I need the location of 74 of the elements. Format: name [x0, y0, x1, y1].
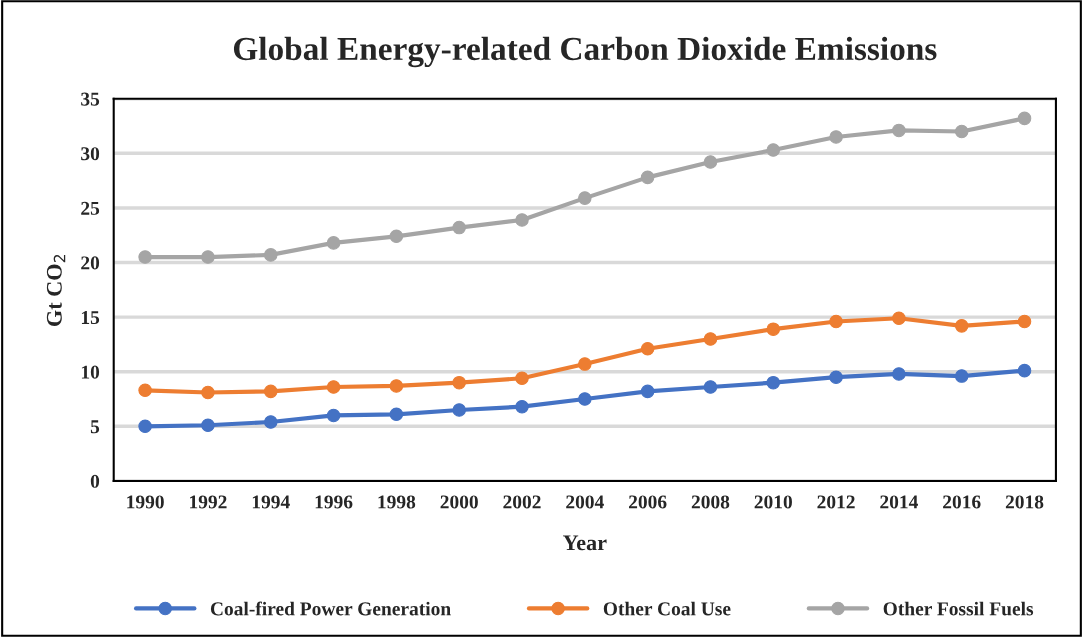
point [703, 332, 718, 346]
point [515, 399, 529, 414]
y-tick-label: 25 [81, 201, 100, 215]
point [892, 367, 906, 381]
y-tick-label: 30 [81, 147, 100, 161]
point [138, 383, 152, 398]
point [954, 319, 969, 333]
y-tick-label: 5 [90, 420, 100, 434]
legend-label: Coal-fired Power Generation [210, 601, 451, 616]
x-tick-label: 1998 [378, 495, 416, 509]
x-tick-label: 1994 [252, 495, 290, 509]
x-tick-label: 2010 [754, 495, 792, 509]
point [452, 220, 466, 235]
x-tick-label: 1996 [315, 495, 353, 509]
point [452, 375, 466, 390]
y-axis-title: Gt CO$_{2}$ [46, 254, 66, 326]
x-tick-label: 2008 [691, 495, 730, 509]
point [1017, 111, 1032, 126]
y-tick-label: 0 [90, 474, 100, 488]
point [452, 403, 466, 417]
x-tick-label: 2014 [880, 495, 918, 509]
point [201, 250, 215, 264]
point [138, 419, 152, 434]
point [326, 408, 341, 423]
x-tick-label: 2006 [629, 495, 667, 509]
point [766, 143, 781, 157]
point [515, 213, 529, 227]
point [1017, 314, 1032, 329]
point [640, 342, 655, 356]
point [892, 311, 906, 325]
point [829, 130, 843, 144]
point [766, 375, 781, 390]
legend-label: Other Fossil Fuels [883, 601, 1034, 616]
point [578, 392, 592, 406]
x-tick-label: 2012 [817, 495, 855, 509]
x-axis-title: Year [563, 535, 607, 551]
point [515, 371, 529, 386]
x-tick-label: 2018 [1005, 495, 1044, 509]
x-tick-label: 1992 [190, 495, 227, 509]
point [263, 415, 278, 429]
point [326, 380, 341, 394]
x-tick-label: 2016 [943, 495, 981, 509]
point [703, 380, 718, 394]
point [892, 123, 906, 138]
point [201, 385, 215, 400]
chart-title: Global Energy-related Carbon Dioxide Emissions [233, 36, 937, 68]
point [578, 357, 592, 371]
point [640, 170, 655, 185]
point [201, 418, 215, 433]
x-tick-label: 1990 [127, 495, 164, 509]
point [389, 229, 404, 244]
y-tick-label: 20 [81, 256, 100, 270]
y-tick-label: 15 [81, 311, 100, 325]
point [703, 155, 718, 169]
point [326, 236, 341, 250]
point [389, 407, 404, 422]
point [389, 379, 404, 393]
y-tick-label: 35 [81, 92, 100, 106]
point [766, 322, 781, 336]
x-tick-label: 2004 [566, 495, 604, 509]
point [640, 384, 655, 399]
point [954, 124, 969, 139]
point [954, 369, 969, 383]
x-tick-label: 2000 [440, 495, 478, 509]
point [138, 250, 152, 264]
legend-label: Other Coal Use [603, 601, 731, 616]
point [578, 191, 592, 205]
point [829, 370, 843, 384]
point [263, 248, 278, 262]
x-tick-label: 2002 [503, 495, 541, 509]
point [1017, 363, 1032, 378]
point [263, 384, 278, 399]
y-tick-label: 10 [81, 365, 100, 379]
point [829, 314, 843, 329]
